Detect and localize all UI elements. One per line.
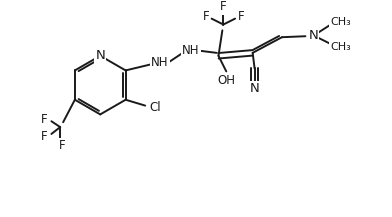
Text: Cl: Cl (149, 101, 161, 114)
Text: OH: OH (217, 74, 235, 87)
Text: F: F (41, 113, 48, 126)
Text: F: F (59, 139, 65, 152)
Text: CH₃: CH₃ (330, 42, 351, 52)
Text: F: F (202, 10, 209, 23)
Text: N: N (95, 49, 105, 62)
Text: NH: NH (151, 56, 169, 69)
Text: NH: NH (182, 44, 200, 57)
Text: F: F (220, 0, 227, 13)
Text: CH₃: CH₃ (330, 16, 351, 26)
Text: F: F (41, 130, 48, 143)
Text: F: F (238, 10, 244, 23)
Text: N: N (250, 82, 260, 95)
Text: N: N (309, 29, 318, 42)
